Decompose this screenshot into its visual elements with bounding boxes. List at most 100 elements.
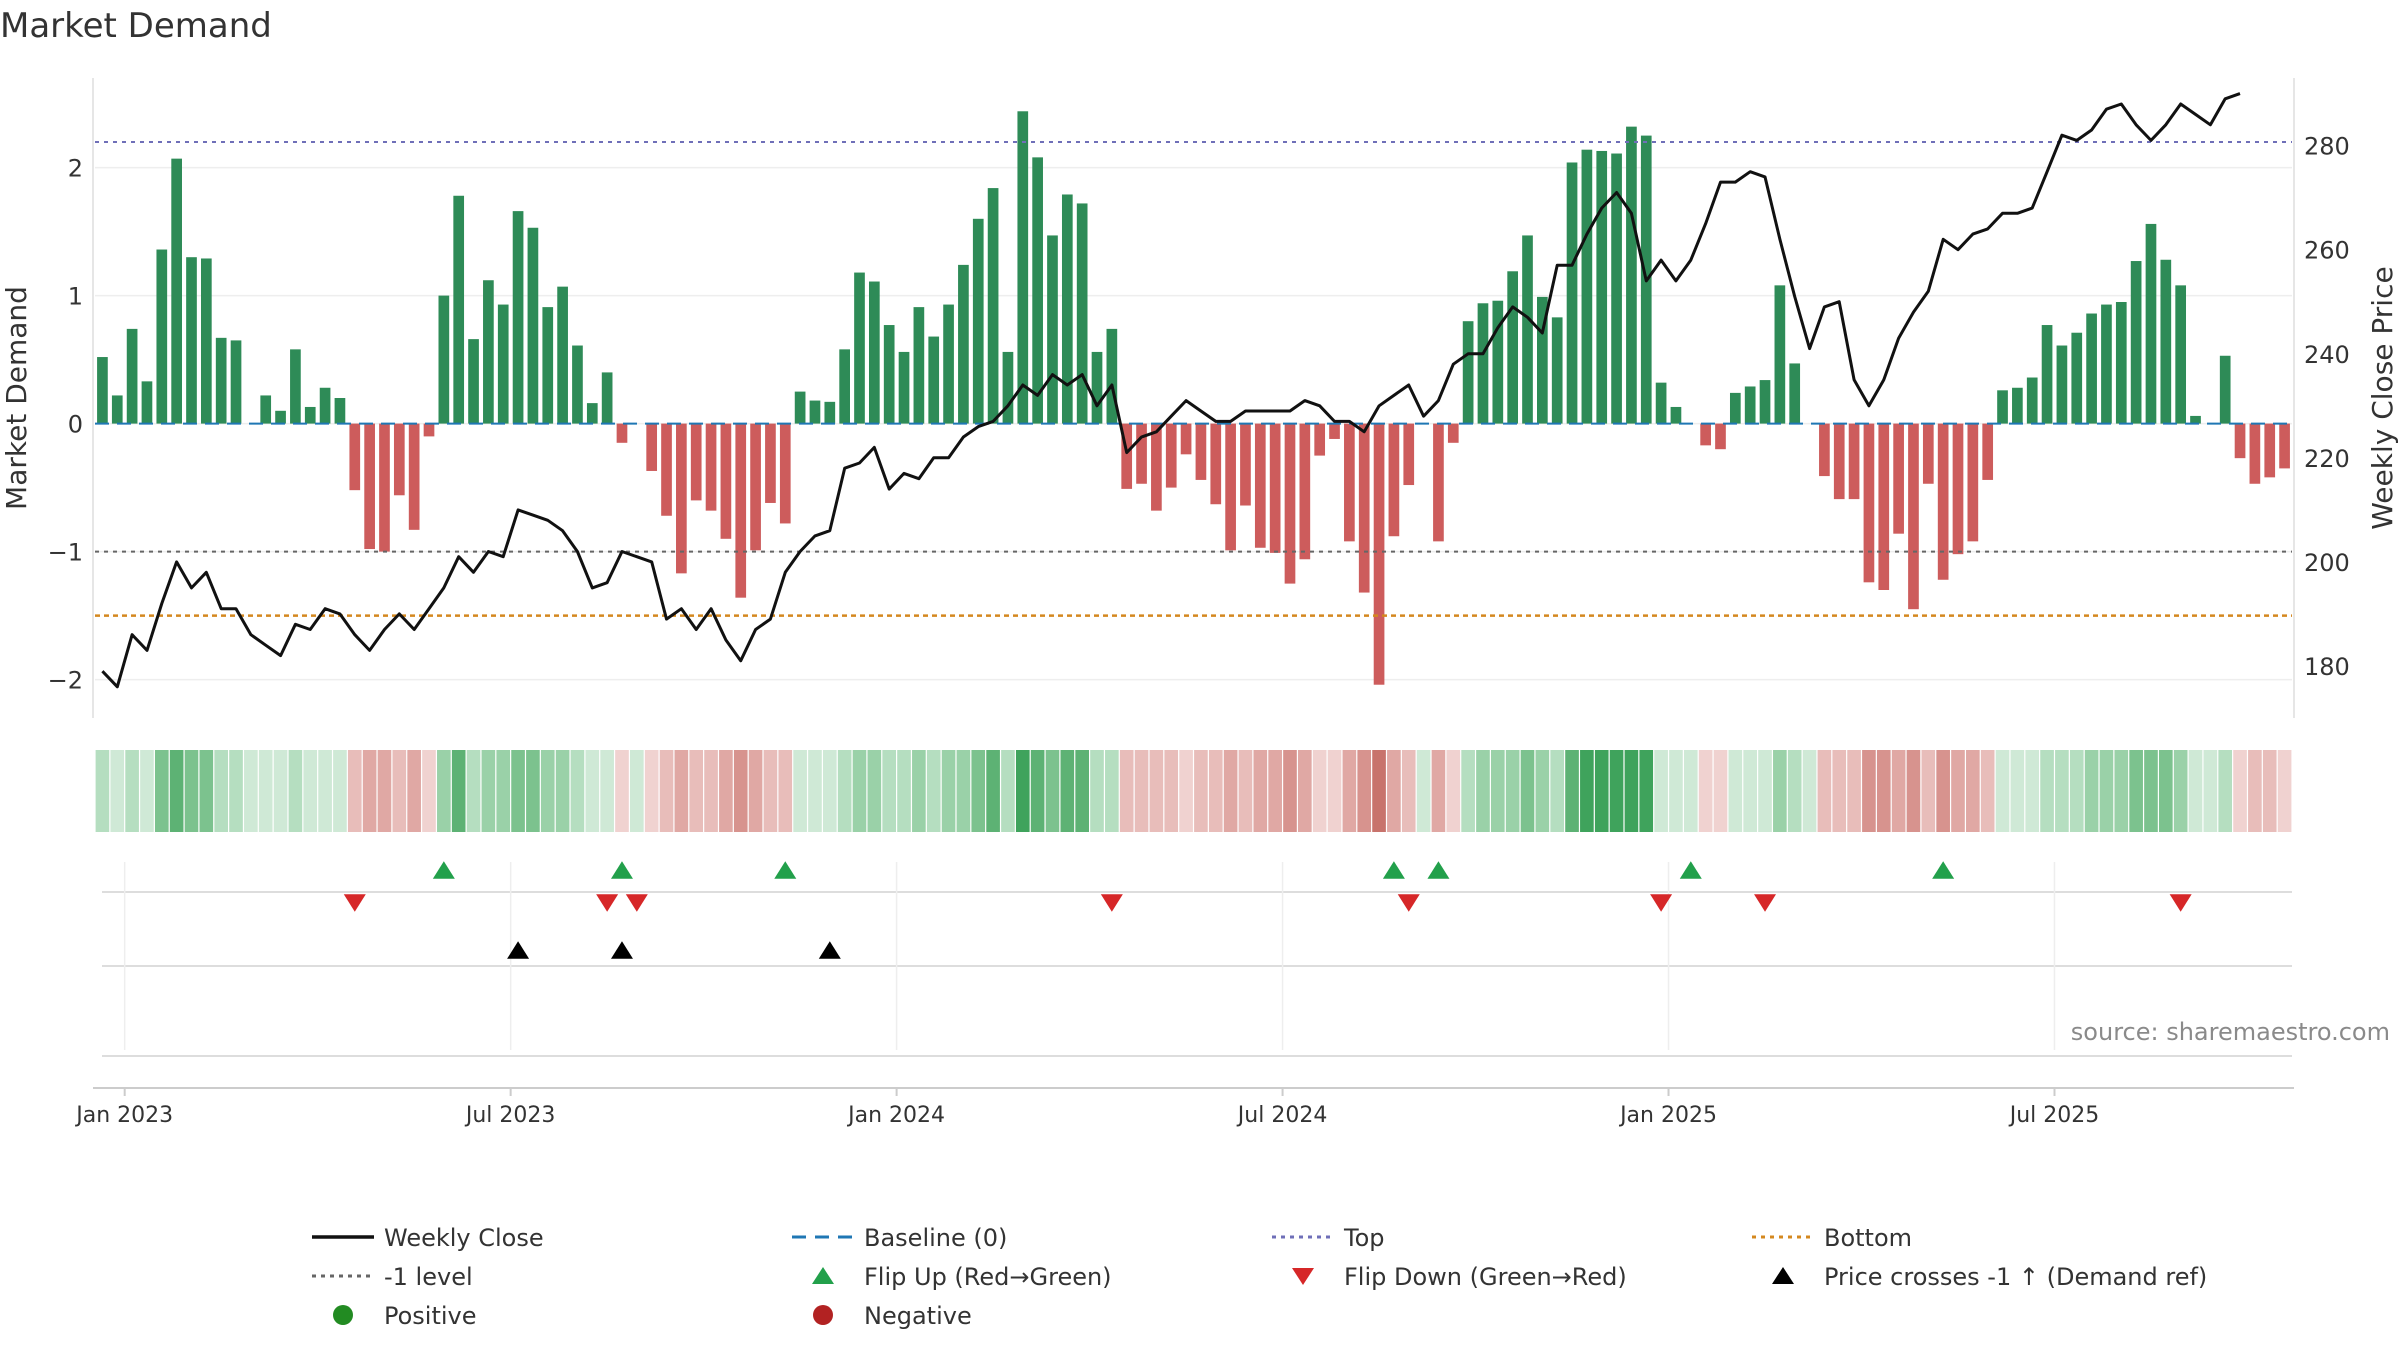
strip-cell bbox=[1134, 750, 1149, 832]
negative-bar bbox=[1180, 423, 1192, 455]
x-tick-label: Jul 2023 bbox=[464, 1103, 556, 1128]
strip-cell bbox=[1817, 750, 1832, 832]
strip-cell bbox=[763, 750, 778, 832]
strip-cell bbox=[778, 750, 793, 832]
negative-bar bbox=[379, 423, 390, 552]
strip-cell bbox=[1238, 750, 1253, 832]
flip-up-marker bbox=[432, 861, 455, 879]
weekly-close-line bbox=[101, 92, 2241, 689]
flip-down-marker bbox=[1100, 894, 1123, 912]
strip-cell bbox=[95, 750, 110, 832]
strip-cell bbox=[1951, 750, 1965, 832]
price-cross-marker bbox=[610, 941, 633, 959]
legend-swatch-triangle-up bbox=[1772, 1267, 1794, 1284]
legend-swatch-dot bbox=[813, 1305, 833, 1325]
strip-cell bbox=[1045, 750, 1060, 832]
positive-bar bbox=[824, 401, 836, 424]
positive-bar bbox=[304, 406, 316, 424]
strip-cell bbox=[1683, 750, 1698, 832]
strip-cell bbox=[1654, 750, 1668, 832]
positive-bar bbox=[2041, 325, 2053, 424]
positive-bar bbox=[542, 307, 554, 424]
positive-bar bbox=[186, 257, 197, 424]
strip-cell bbox=[2010, 750, 2025, 832]
negative-bar bbox=[1403, 423, 1415, 486]
positive-bar bbox=[854, 272, 865, 424]
strip-cell bbox=[1609, 750, 1624, 832]
flip-up-marker bbox=[774, 861, 797, 879]
negative-bar bbox=[1833, 423, 1845, 500]
strip-cell bbox=[2158, 750, 2173, 832]
strip-cell bbox=[392, 750, 407, 832]
strip-cell bbox=[2099, 750, 2114, 832]
negative-bar bbox=[1269, 423, 1281, 553]
strip-cell bbox=[140, 750, 154, 832]
strip-cell bbox=[1580, 750, 1594, 832]
strip-cell bbox=[496, 750, 511, 832]
positive-bar bbox=[171, 158, 182, 424]
main-panel: −2 −1 0 1 2 180 200 220 240 260 280 Market Demand We… bbox=[0, 78, 2399, 718]
positive-bar bbox=[2115, 302, 2127, 424]
strip-cell bbox=[1268, 750, 1282, 832]
positive-bar bbox=[215, 337, 227, 424]
strip-cell bbox=[600, 750, 614, 832]
positive-bar bbox=[943, 304, 954, 424]
strip-cell bbox=[347, 750, 362, 832]
negative-bar bbox=[1922, 423, 1934, 484]
strip-cell bbox=[422, 750, 436, 832]
strip-cell bbox=[2144, 750, 2158, 832]
positive-bar bbox=[1596, 150, 1608, 424]
positive-bar bbox=[1626, 126, 1637, 424]
negative-bar bbox=[1210, 423, 1222, 505]
strip-cell bbox=[481, 750, 496, 832]
positive-bar bbox=[1061, 194, 1073, 424]
negative-bar bbox=[705, 423, 717, 511]
positive-bar bbox=[483, 280, 494, 424]
strip-cell bbox=[318, 750, 332, 832]
positive-bar bbox=[1047, 235, 1058, 424]
positive-bar bbox=[1744, 386, 1756, 424]
y-tick-label: −1 bbox=[48, 539, 83, 567]
positive-bar bbox=[260, 395, 272, 424]
negative-bar bbox=[408, 423, 420, 530]
positive-bar bbox=[2012, 387, 2023, 424]
strip-cell bbox=[110, 750, 125, 832]
strip-cell bbox=[1490, 750, 1505, 832]
positive-bar bbox=[1106, 328, 1118, 424]
positive-bar bbox=[1759, 380, 1771, 424]
negative-bar bbox=[1121, 423, 1133, 489]
strip-cell bbox=[1966, 750, 1980, 832]
x-tick-label: Jan 2024 bbox=[846, 1103, 945, 1128]
source-annotation: source: sharemaestro.com bbox=[2071, 1018, 2390, 1046]
strip-cell bbox=[2233, 750, 2247, 832]
positive-bar bbox=[2160, 259, 2172, 424]
strip-cell bbox=[540, 750, 555, 832]
strip-cell bbox=[837, 750, 852, 832]
strip-cell bbox=[273, 750, 288, 832]
strip-cell bbox=[1357, 750, 1372, 832]
strip-cell bbox=[986, 750, 1000, 832]
negative-bar bbox=[1982, 423, 1994, 480]
negative-bar bbox=[1893, 423, 1904, 534]
negative-bar bbox=[646, 423, 658, 471]
positive-bar bbox=[2130, 261, 2142, 424]
negative-bar bbox=[1358, 423, 1370, 593]
strip-cell bbox=[377, 750, 392, 832]
strip-cell bbox=[822, 750, 837, 832]
negative-bar bbox=[765, 423, 776, 503]
strip-cell bbox=[867, 750, 882, 832]
strip-cell bbox=[333, 750, 347, 832]
strip-cell bbox=[1773, 750, 1787, 832]
negative-bar bbox=[423, 423, 435, 437]
positive-bar bbox=[111, 395, 123, 424]
y-tick-label: 1 bbox=[68, 283, 83, 311]
negative-bar bbox=[1878, 423, 1890, 590]
legend-label: Negative bbox=[864, 1302, 972, 1330]
negative-bar bbox=[1314, 423, 1326, 456]
strip-cell bbox=[1372, 750, 1386, 832]
negative-bar bbox=[779, 423, 791, 524]
strip-cell bbox=[852, 750, 867, 832]
positive-bar bbox=[1032, 157, 1043, 424]
strip-cell bbox=[451, 750, 466, 832]
positive-bar bbox=[958, 264, 969, 424]
